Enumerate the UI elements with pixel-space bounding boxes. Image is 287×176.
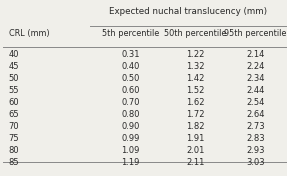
Text: 0.90: 0.90 — [121, 122, 140, 131]
Text: 85: 85 — [9, 158, 19, 167]
Text: 70: 70 — [9, 122, 19, 131]
Text: 60: 60 — [9, 98, 19, 107]
Text: 1.09: 1.09 — [121, 146, 140, 155]
Text: 2.14: 2.14 — [246, 50, 265, 59]
Text: 50: 50 — [9, 74, 19, 83]
Text: 2.01: 2.01 — [186, 146, 204, 155]
Text: 2.11: 2.11 — [186, 158, 204, 167]
Text: 2.83: 2.83 — [246, 134, 265, 143]
Text: 40: 40 — [9, 50, 19, 59]
Text: 45: 45 — [9, 62, 19, 71]
Text: 55: 55 — [9, 86, 19, 95]
Text: 1.52: 1.52 — [186, 86, 204, 95]
Text: 2.24: 2.24 — [246, 62, 265, 71]
Text: 75: 75 — [9, 134, 19, 143]
Text: 0.60: 0.60 — [121, 86, 140, 95]
Text: 2.73: 2.73 — [246, 122, 265, 131]
Text: 1.32: 1.32 — [186, 62, 204, 71]
Text: 2.93: 2.93 — [246, 146, 265, 155]
Text: 0.80: 0.80 — [121, 110, 140, 119]
Text: 2.44: 2.44 — [246, 86, 265, 95]
Text: 1.62: 1.62 — [186, 98, 204, 107]
Text: 3.03: 3.03 — [246, 158, 265, 167]
Text: 1.42: 1.42 — [186, 74, 204, 83]
Text: 2.54: 2.54 — [246, 98, 265, 107]
Text: 80: 80 — [9, 146, 19, 155]
Text: 2.64: 2.64 — [246, 110, 265, 119]
Text: 5th percentile: 5th percentile — [102, 29, 159, 38]
Text: 65: 65 — [9, 110, 19, 119]
Text: 0.99: 0.99 — [121, 134, 140, 143]
Text: 2.34: 2.34 — [246, 74, 265, 83]
Text: 0.31: 0.31 — [121, 50, 140, 59]
Text: 0.50: 0.50 — [121, 74, 140, 83]
Text: 1.82: 1.82 — [186, 122, 204, 131]
Text: CRL (mm): CRL (mm) — [9, 29, 49, 38]
Text: 1.91: 1.91 — [186, 134, 204, 143]
Text: 95th percentile: 95th percentile — [224, 29, 287, 38]
Text: 0.70: 0.70 — [121, 98, 140, 107]
Text: 1.22: 1.22 — [186, 50, 204, 59]
Text: 1.19: 1.19 — [121, 158, 140, 167]
Text: 1.72: 1.72 — [186, 110, 204, 119]
Text: 0.40: 0.40 — [121, 62, 140, 71]
Text: Expected nuchal translucency (mm): Expected nuchal translucency (mm) — [109, 7, 267, 16]
Text: 50th percentile: 50th percentile — [164, 29, 226, 38]
